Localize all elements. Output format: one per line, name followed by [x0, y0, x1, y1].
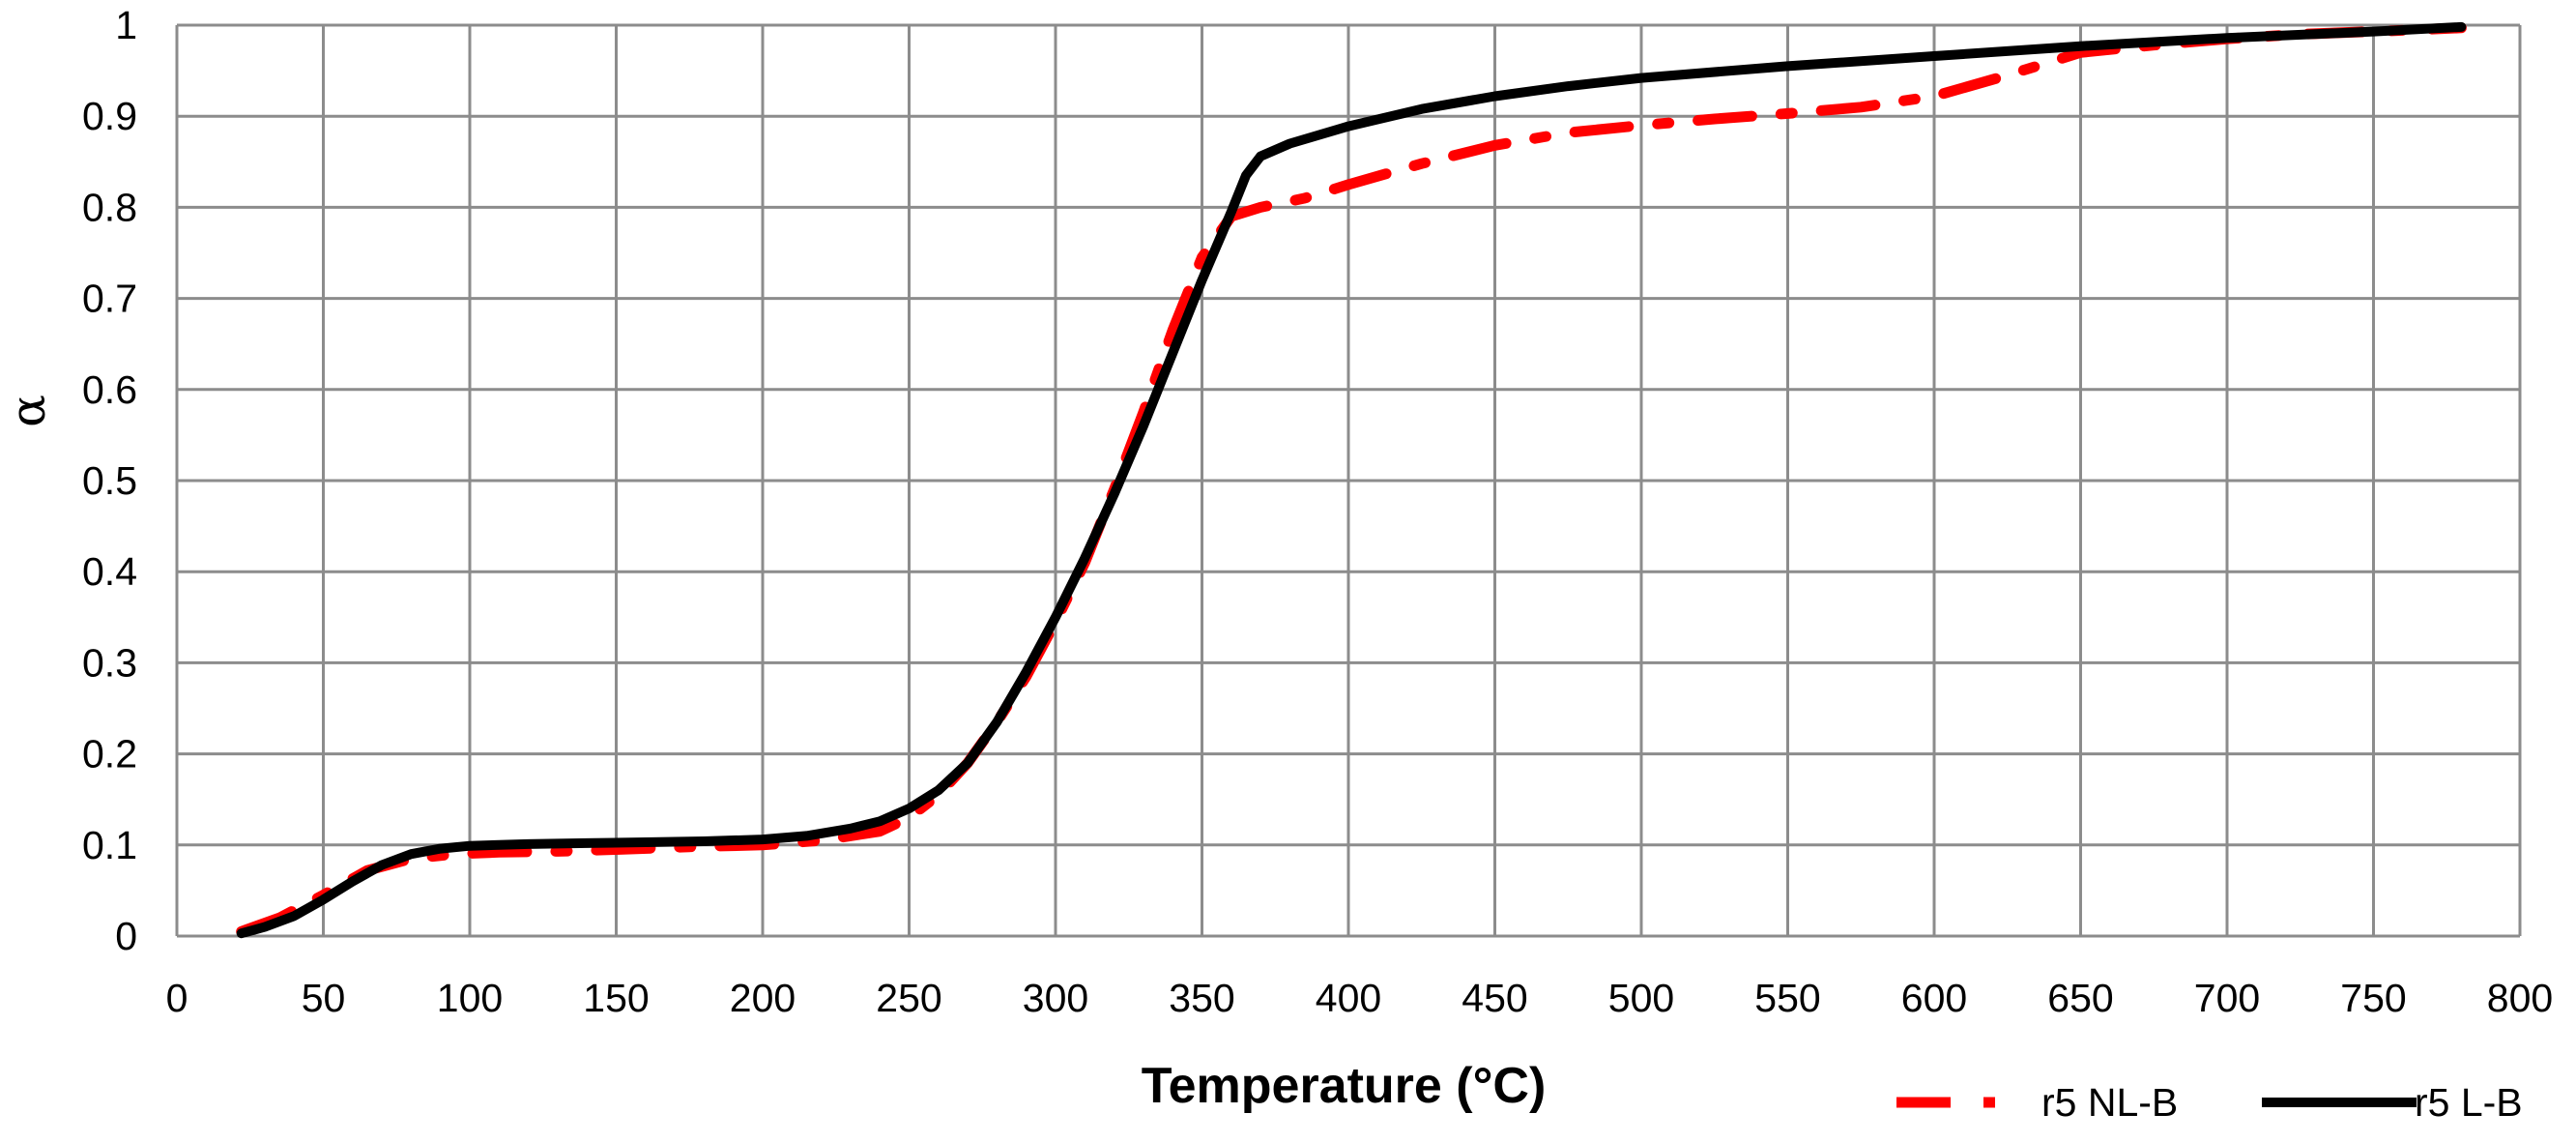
x-tick-label: 300: [1023, 976, 1088, 1020]
series-line-r5-l-b: [236, 21, 2467, 939]
x-tick-label: 550: [1754, 976, 1820, 1020]
x-tick-label: 500: [1608, 976, 1674, 1020]
legend: r5 NL-B r5 L-B: [1896, 1080, 2523, 1125]
y-tick-label: 0.4: [82, 549, 137, 594]
grid: [175, 23, 2522, 938]
y-tick-label: 0.3: [82, 640, 137, 685]
y-tick-label: 0.8: [82, 185, 137, 229]
y-tick-label: 0.7: [82, 277, 137, 321]
x-tick-label: 650: [2047, 976, 2113, 1020]
series-line-r5-nl-b: [236, 22, 2467, 937]
x-tick-label: 350: [1169, 976, 1234, 1020]
x-tick-label: 800: [2487, 976, 2553, 1020]
series-lines: [236, 21, 2467, 939]
x-tick-label: 50: [302, 976, 346, 1020]
x-tick-label: 250: [876, 976, 941, 1020]
x-tick-label: 200: [730, 976, 796, 1020]
x-tick-labels: 0 50 100 150 200 250 300 350 400 450 500 550 600 650 7…: [166, 976, 2554, 1020]
legend-label-r5-nl-b: r5 NL-B: [2041, 1080, 2178, 1125]
x-tick-label: 150: [583, 976, 649, 1020]
y-tick-labels: 0 0.1 0.2 0.3 0.4 0.5 0.6 0.7 0.8 0.9 1: [82, 3, 137, 958]
y-tick-label: 0.6: [82, 367, 137, 412]
x-tick-label: 700: [2194, 976, 2260, 1020]
y-tick-label: 0.2: [82, 732, 137, 777]
legend-label-r5-l-b: r5 L-B: [2415, 1080, 2523, 1125]
x-tick-label: 600: [1901, 976, 1967, 1020]
x-axis-title: Temperature (°C): [1142, 1058, 1547, 1114]
y-tick-label: 0: [115, 914, 137, 958]
y-axis-title: α: [0, 395, 56, 427]
y-tick-label: 0.1: [82, 823, 137, 867]
x-tick-label: 750: [2340, 976, 2406, 1020]
x-tick-label: 0: [166, 976, 188, 1020]
y-tick-label: 0.5: [82, 458, 137, 503]
x-tick-label: 100: [437, 976, 503, 1020]
y-tick-label: 0.9: [82, 94, 137, 138]
y-tick-label: 1: [115, 3, 137, 47]
x-tick-label: 450: [1462, 976, 1527, 1020]
x-tick-label: 400: [1316, 976, 1381, 1020]
